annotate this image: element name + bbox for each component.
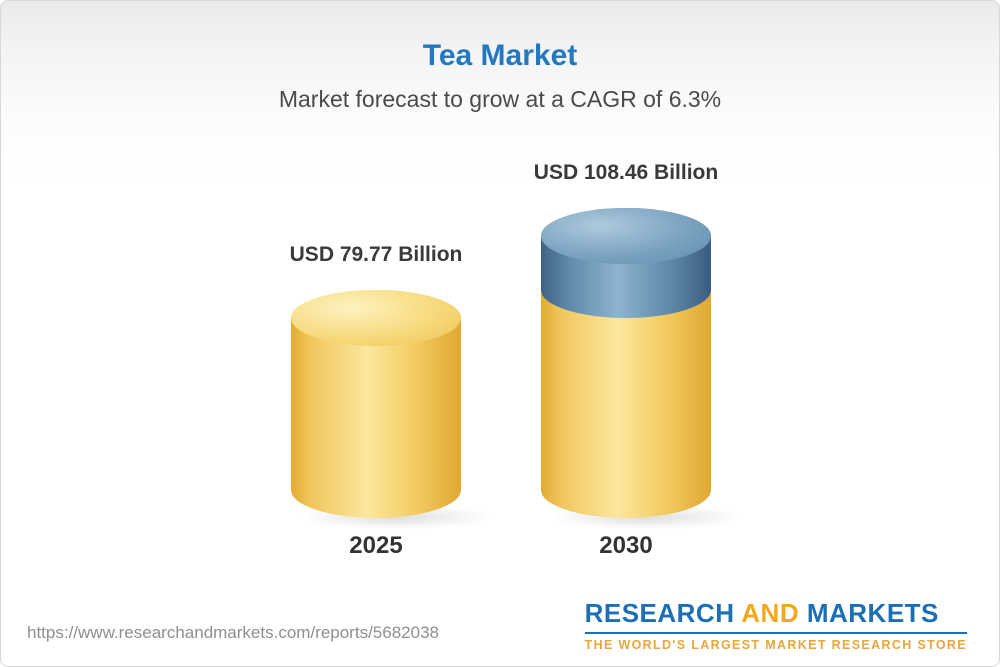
bar-cylinder-2030 [541, 208, 711, 518]
growth-segment-2030 [541, 208, 711, 318]
axis-label-2030: 2030 [599, 532, 653, 559]
report-url: https://www.researchandmarkets.com/repor… [27, 623, 439, 642]
logo-divider-line [584, 632, 967, 634]
bar-cylinder-2025 [291, 290, 461, 518]
cylinder-top-2030 [541, 208, 711, 264]
axis-label-2025: 2025 [349, 532, 403, 559]
chart-title: Tea Market [422, 39, 578, 72]
value-label-2030: USD 108.46 Billion [533, 161, 719, 184]
logo-word-and: AND [741, 598, 800, 628]
logo-wordmark: RESEARCH AND MARKETS [585, 598, 967, 629]
value-label-2025: USD 79.77 Billion [289, 243, 463, 266]
cylinder-top-2025 [291, 290, 461, 346]
chart-subtitle: Market forecast to grow at a CAGR of 6.3… [278, 86, 722, 112]
logo-word-research: RESEARCH [584, 598, 735, 628]
research-and-markets-logo: RESEARCH AND MARKETS THE WORLD'S LARGEST… [584, 598, 967, 652]
logo-tagline: THE WORLD'S LARGEST MARKET RESEARCH STOR… [584, 638, 967, 652]
logo-word-markets: MARKETS [806, 598, 939, 628]
